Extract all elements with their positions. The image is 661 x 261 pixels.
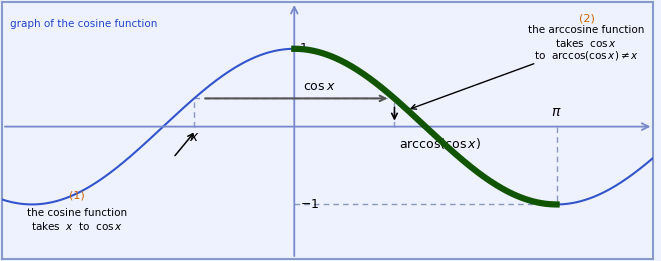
Text: the cosine function: the cosine function: [27, 208, 128, 218]
Text: takes  $\cos x$: takes $\cos x$: [555, 37, 617, 49]
Text: $\cos x$: $\cos x$: [303, 80, 335, 93]
Text: $x$: $x$: [189, 130, 200, 144]
Text: 1: 1: [300, 42, 308, 55]
Text: graph of the cosine function: graph of the cosine function: [11, 19, 158, 29]
Text: takes  $x$  to  $\cos x$: takes $x$ to $\cos x$: [31, 220, 123, 232]
Text: $-1$: $-1$: [300, 198, 319, 211]
Text: (2): (2): [578, 14, 594, 24]
Text: the arccosine function: the arccosine function: [528, 25, 644, 35]
Text: to  $\arccos(\cos x) \neq x$: to $\arccos(\cos x) \neq x$: [534, 49, 639, 62]
Text: (1): (1): [69, 191, 85, 200]
Text: $\pi$: $\pi$: [551, 105, 562, 119]
Text: $\arccos(\cos x)$: $\arccos(\cos x)$: [399, 136, 481, 151]
